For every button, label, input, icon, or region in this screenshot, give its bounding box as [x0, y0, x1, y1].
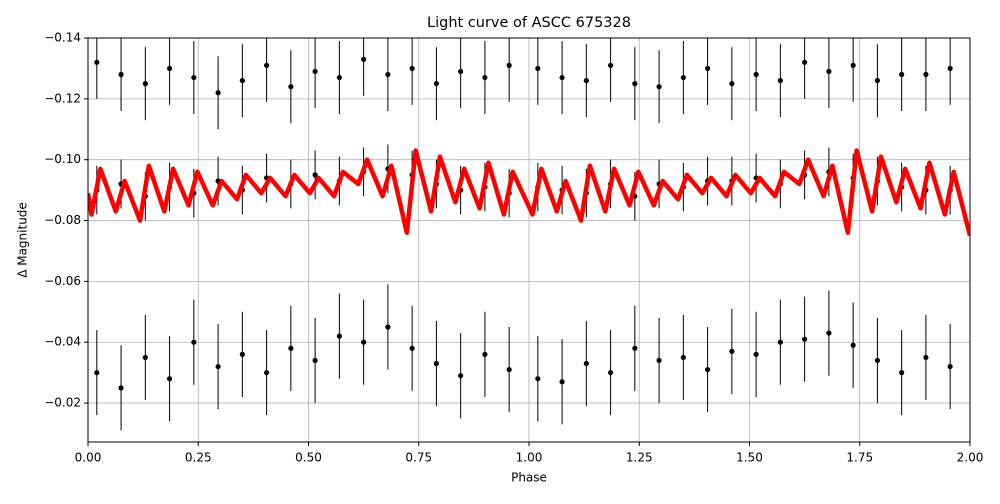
data-point — [506, 366, 512, 373]
data-point — [409, 65, 415, 72]
y-tick-label: −0.04 — [44, 335, 81, 349]
y-axis-label: Δ Magnitude — [16, 202, 30, 278]
data-point — [239, 77, 245, 84]
data-point — [433, 360, 439, 367]
data-point — [264, 370, 270, 376]
data-point — [458, 373, 464, 379]
data-point — [166, 376, 173, 382]
x-tick-label: 0.25 — [185, 451, 212, 465]
data-point — [288, 345, 294, 351]
data-point — [583, 77, 589, 84]
y-tick-label: −0.08 — [44, 213, 81, 227]
data-point — [118, 385, 124, 391]
data-point — [607, 62, 614, 68]
data-point — [632, 81, 638, 87]
y-tick-label: −0.02 — [44, 396, 81, 410]
y-tick-label: −0.12 — [44, 91, 81, 105]
data-point — [874, 357, 880, 364]
data-point — [385, 71, 391, 78]
x-tick-label: 1.50 — [736, 451, 763, 465]
data-point — [142, 81, 148, 87]
data-point — [826, 330, 832, 336]
data-point — [753, 71, 759, 78]
data-point — [923, 71, 929, 78]
data-point — [118, 71, 124, 78]
data-point — [482, 351, 488, 357]
model-line — [88, 148, 970, 237]
x-tick-label: 0.50 — [295, 451, 322, 465]
data-point — [506, 62, 512, 68]
plot-area — [88, 38, 970, 431]
data-point — [336, 74, 342, 81]
data-point — [753, 351, 759, 357]
data-point — [361, 56, 367, 62]
data-point — [947, 363, 953, 370]
data-point — [239, 351, 245, 357]
data-point — [215, 90, 221, 96]
data-point — [142, 354, 148, 361]
data-point — [850, 342, 856, 348]
x-axis-label: Phase — [511, 471, 547, 485]
data-point — [705, 366, 711, 373]
x-tick-label: 1.25 — [626, 451, 653, 465]
data-point — [777, 339, 783, 345]
data-point — [583, 360, 589, 367]
data-point — [215, 363, 221, 370]
data-point — [559, 379, 565, 385]
data-point — [802, 336, 808, 342]
chart-title: Light curve of ASCC 675328 — [427, 15, 631, 31]
data-point — [535, 376, 541, 382]
x-tick-label: 1.75 — [846, 451, 873, 465]
data-point — [433, 81, 439, 87]
data-point — [409, 345, 415, 351]
data-point — [899, 370, 905, 376]
data-point — [191, 339, 197, 345]
data-point — [535, 65, 541, 72]
data-point — [632, 345, 638, 351]
data-point — [482, 74, 488, 81]
data-point — [802, 59, 808, 65]
data-point — [458, 68, 464, 75]
data-point — [385, 324, 391, 330]
data-point — [361, 339, 367, 345]
data-point — [850, 62, 856, 68]
data-point — [680, 354, 686, 361]
data-point — [680, 74, 686, 81]
data-point — [729, 81, 735, 87]
data-point — [336, 333, 342, 339]
data-point — [312, 357, 318, 364]
data-point — [656, 84, 662, 90]
data-point — [899, 71, 905, 78]
y-tick-label: −0.06 — [44, 274, 81, 288]
data-point — [874, 77, 880, 84]
data-point — [826, 68, 832, 75]
y-tick-label: −0.10 — [44, 152, 81, 166]
x-tick-label: 1.00 — [516, 451, 543, 465]
data-point — [656, 357, 662, 364]
data-point — [705, 65, 711, 72]
data-point — [729, 348, 735, 354]
data-point — [777, 77, 783, 84]
x-tick-label: 0.75 — [405, 451, 432, 465]
data-point — [312, 68, 318, 75]
data-point — [607, 370, 614, 376]
data-point — [94, 59, 100, 65]
y-tick-label: −0.14 — [44, 31, 81, 45]
data-point — [264, 62, 270, 68]
data-point — [166, 65, 173, 72]
data-point — [947, 65, 953, 72]
data-point — [312, 172, 318, 178]
ticks: 0.00 0.25 0.50 0.75 1.00 1.25 1.50 1.75 2.00 −0.1… — [44, 31, 983, 465]
x-tick-label: 0.00 — [75, 451, 102, 465]
data-point — [923, 354, 929, 361]
x-tick-label: 2.00 — [957, 451, 984, 465]
data-point — [559, 74, 565, 81]
data-point — [288, 84, 294, 90]
data-point — [94, 370, 100, 376]
data-point — [191, 74, 197, 81]
